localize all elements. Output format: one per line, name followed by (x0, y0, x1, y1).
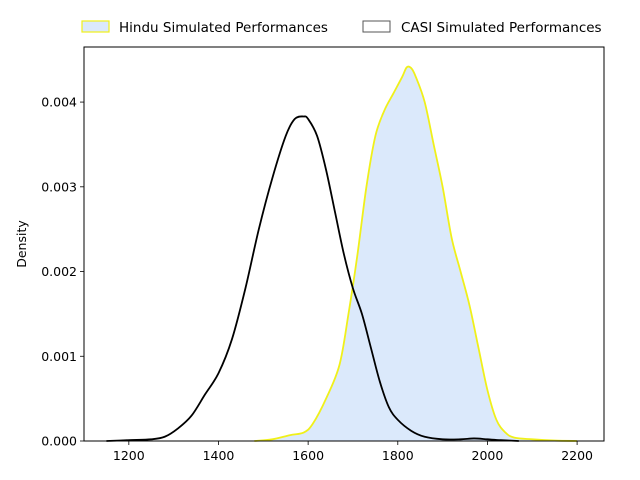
x-tick-label: 1600 (292, 448, 324, 463)
x-tick-label: 1200 (113, 448, 145, 463)
x-tick-label: 2200 (561, 448, 593, 463)
y-tick-label: 0.003 (41, 179, 77, 194)
y-tick-label: 0.000 (41, 434, 77, 449)
density-area-hindu (254, 66, 578, 441)
legend: Hindu Simulated Performances CASI Simula… (81, 20, 602, 36)
legend-label-hindu: Hindu Simulated Performances (119, 20, 328, 36)
y-tick-label: 0.004 (41, 95, 77, 110)
y-axis-label: Density (14, 220, 29, 268)
y-axis: 0.000 0.001 0.002 0.003 0.004 (41, 95, 84, 449)
plot-frame (83, 46, 605, 442)
y-tick-label: 0.001 (41, 349, 77, 364)
legend-swatch-casi (362, 20, 391, 33)
legend-swatch-hindu (81, 20, 110, 33)
x-tick-label: 1800 (382, 448, 414, 463)
x-axis: 1200 1400 1600 1800 2000 2200 (113, 441, 593, 463)
plot-area (106, 65, 578, 442)
y-tick-label: 0.002 (41, 264, 77, 279)
x-tick-label: 2000 (472, 448, 504, 463)
legend-label-casi: CASI Simulated Performances (401, 20, 602, 36)
density-line-casi (106, 115, 519, 442)
density-line-hindu (254, 65, 578, 442)
x-tick-label: 1400 (203, 448, 235, 463)
